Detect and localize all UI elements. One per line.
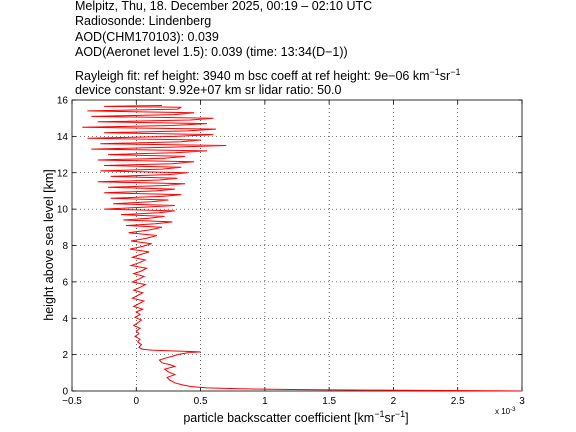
y-tick-label: 16 (57, 96, 69, 107)
x-axis-ticks: −0.5 0 0.5 1 1.5 2 2.5 3 (62, 100, 525, 407)
x-tick-label: 2.5 (451, 396, 465, 407)
title-line-device-constant: device constant: 9.92e+07 km sr lidar ra… (75, 83, 342, 97)
title-line-radiosonde: Radiosonde: Lindenberg (75, 14, 212, 28)
x-tick-label: 0.5 (194, 396, 208, 407)
title-line-location-time: Melpitz, Thu, 18. December 2025, 00:19 –… (75, 0, 373, 13)
y-tick-label: 4 (62, 314, 68, 325)
x-tick-label: 1.5 (322, 396, 336, 407)
title-line-aod-chm: AOD(CHM170103): 0.039 (75, 30, 219, 44)
y-tick-label: 0 (62, 387, 68, 398)
title-line-aod-aeronet: AOD(Aeronet level 1.5): 0.039 (time: 13:… (75, 45, 348, 59)
y-axis-label: height above sea level [km] (42, 169, 56, 320)
x-tick-label: 1 (262, 396, 268, 407)
y-tick-label: 6 (62, 277, 68, 288)
y-tick-label: 14 (57, 132, 69, 143)
y-axis-ticks: 0 2 4 6 8 10 12 14 16 (57, 96, 522, 398)
rayleigh-fit-text: Rayleigh fit: ref height: 3940 m bsc coe… (75, 69, 430, 84)
y-tick-label: 2 (62, 350, 68, 361)
x-tick-label: 2 (391, 396, 397, 407)
x-axis-label: particle backscatter coefficient [km−1sr… (183, 409, 408, 425)
backscatter-profile-line (82, 105, 523, 392)
x-axis-multiplier: x 10-3 (495, 407, 516, 416)
y-tick-label: 8 (62, 241, 68, 252)
y-tick-label: 12 (57, 168, 69, 179)
x-tick-label: −0.5 (62, 396, 82, 407)
title-line-rayleigh-fit: Rayleigh fit: ref height: 3940 m bsc coe… (75, 67, 461, 84)
y-tick-label: 10 (57, 205, 69, 216)
x-tick-label: 0 (134, 396, 140, 407)
x-tick-label: 3 (519, 396, 525, 407)
rayleigh-fit-unit: sr (439, 69, 451, 84)
